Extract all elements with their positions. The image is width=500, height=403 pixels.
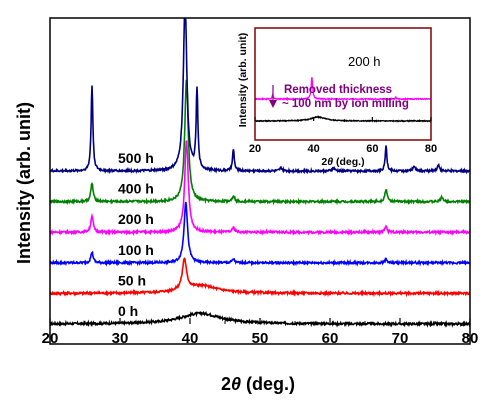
x-tick-label: 60: [322, 330, 339, 347]
series-line-milled: [254, 115, 432, 123]
series-line-500-h: [49, 18, 471, 175]
series-label-0-h: 0 h: [118, 303, 138, 319]
x-tick-label: 40: [182, 330, 199, 347]
x-tick-label: 80: [425, 143, 437, 155]
main-plot-frame: [49, 17, 471, 345]
series-line-400-h: [49, 79, 471, 206]
x-tick-label: 40: [308, 143, 320, 155]
x-tick-label: 20: [42, 330, 59, 347]
series-line-200-h: [254, 77, 432, 102]
main-series-labels: 0 h 50 h 100 h 200 h 400 h 500 h: [118, 150, 154, 319]
main-plot: 20 30 40 50 60 70 80 0 h 50 h 100 h 200 h 400 h 500…: [14, 17, 479, 394]
x-tick-label: 30: [112, 330, 129, 347]
inset-x-ticks: 20 40 60 80: [249, 117, 437, 155]
x-tick-label: 50: [252, 330, 269, 347]
series-label-100-h: 100 h: [118, 242, 154, 258]
main-y-axis-label: Intensity (arb. unit): [14, 102, 34, 264]
inset-note-line-1: Removed thickness: [284, 84, 392, 96]
main-x-ticks: 20 30 40 50 60 70 80: [42, 318, 479, 347]
series-label-400-h: 400 h: [118, 181, 154, 197]
series-line-50-h: [49, 257, 471, 298]
series-label-50-h: 50 h: [118, 272, 146, 288]
inset-y-axis-label: Intensity (arb. unit): [237, 33, 249, 128]
inset-series-group: [254, 77, 432, 123]
inset-x-axis-label: 2θ (deg.): [321, 156, 364, 168]
main-series-group: [49, 18, 471, 328]
x-tick-label: 80: [462, 330, 479, 347]
inset-arrow-head-icon: [269, 100, 277, 108]
inset-series-label: 200 h: [348, 54, 381, 69]
series-label-200-h: 200 h: [118, 211, 154, 227]
series-line-200-h: [49, 140, 471, 237]
inset-plot-frame: [254, 27, 432, 141]
series-line-100-h: [49, 201, 471, 267]
x-tick-label: 70: [392, 330, 409, 347]
inset-plot: 20 40 60 80 Intensity (arb. unit) 2θ (deg.)…: [237, 27, 437, 168]
inset-note-line-2: ~ 100 nm by ion milling: [282, 98, 409, 110]
x-tick-label: 20: [249, 143, 261, 155]
series-label-500-h: 500 h: [118, 150, 154, 166]
main-x-axis-label: 2θ (deg.): [221, 374, 295, 394]
x-tick-label: 60: [366, 143, 378, 155]
